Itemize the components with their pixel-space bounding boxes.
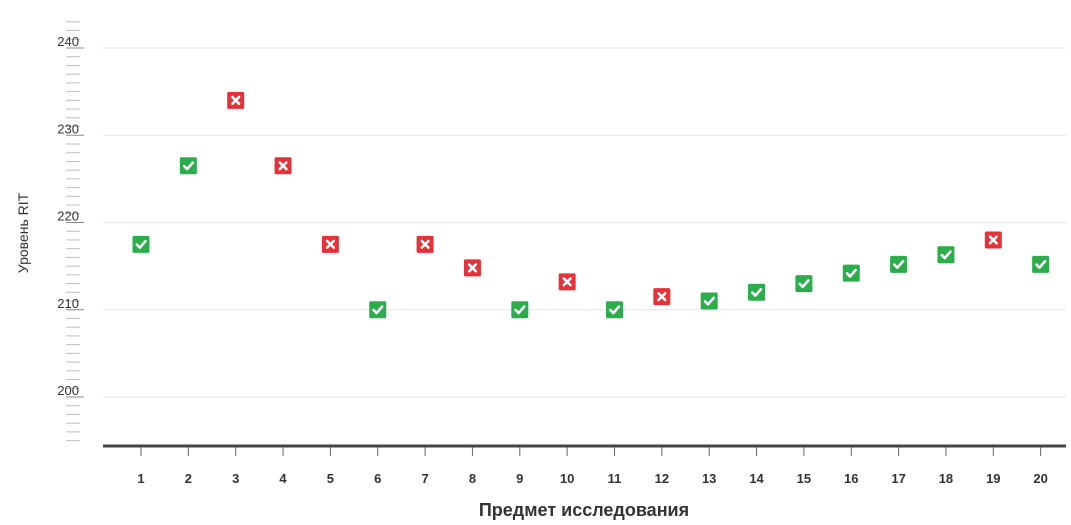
check-icon [1035,259,1047,269]
x-tick-label: 19 [986,471,1000,486]
x-axis: 1 2 3 4 5 6 7 8 9 10 11 12 13 14 15 16 17 18 19 20 [103,444,1066,486]
cross-icon [988,235,998,245]
check-icon [135,239,147,249]
x-tick-label: 5 [327,471,334,486]
x-tick-label: 12 [655,471,669,486]
data-point-8 [463,259,481,277]
check-icon [372,305,384,315]
x-tick-label: 10 [560,471,574,486]
check-icon [845,268,857,278]
data-point-12 [653,288,671,306]
y-axis: 200 210 220 230 240 [57,21,84,442]
check-icon [703,296,715,306]
cross-icon [231,95,241,105]
data-point-17 [890,255,908,273]
x-tick-label: 1 [137,471,144,486]
x-tick-label: 20 [1033,471,1047,486]
x-tick-label: 13 [702,471,716,486]
check-icon [893,259,905,269]
x-tick-label: 9 [516,471,523,486]
data-point-11 [606,301,623,319]
x-tick-label: 4 [279,471,287,486]
data-point-13 [700,292,718,310]
x-tick-label: 16 [844,471,858,486]
data-point-10 [558,273,576,291]
cross-icon [467,263,478,273]
x-tick-label: 14 [749,471,764,486]
y-axis-title: Уровень RIT [15,192,31,273]
y-tick-label: 230 [57,121,79,136]
y-tick-label: 220 [57,209,79,224]
grid [103,47,1066,398]
cross-icon [325,239,335,249]
x-tick-label: 18 [939,471,953,486]
data-point-2 [179,157,197,175]
data-point-7 [416,235,434,253]
x-tick-label: 6 [374,471,381,486]
check-icon [182,161,195,171]
x-tick-label: 11 [608,471,622,486]
x-tick-label: 2 [185,471,192,486]
data-point-14 [748,283,766,301]
data-point-15 [795,275,813,293]
y-tick-label: 210 [57,296,79,311]
check-icon [514,305,526,315]
check-icon [751,287,763,297]
cross-icon [278,161,288,171]
x-tick-label: 17 [891,471,905,486]
data-point-18 [937,246,955,264]
cross-icon [420,239,430,249]
data-point-1 [132,235,150,253]
x-tick-label: 15 [797,471,811,486]
x-axis-title: Предмет исследования [479,500,689,520]
data-point-6 [369,301,387,319]
data-points [132,91,1050,319]
data-point-5 [321,235,339,253]
x-tick-label: 8 [469,471,476,486]
data-point-20 [1032,255,1050,273]
data-point-19 [984,231,1002,249]
cross-icon [657,292,667,302]
data-point-9 [511,301,529,319]
x-tick-label: 7 [421,471,428,486]
data-point-3 [227,91,245,109]
y-tick-label: 200 [57,383,79,398]
data-point-16 [842,264,860,282]
data-point-4 [274,157,292,175]
check-icon [798,279,810,289]
check-icon [940,250,952,260]
x-tick-label: 3 [232,471,239,486]
y-tick-label: 240 [57,34,79,49]
cross-icon [562,277,572,287]
check-icon [609,305,621,315]
